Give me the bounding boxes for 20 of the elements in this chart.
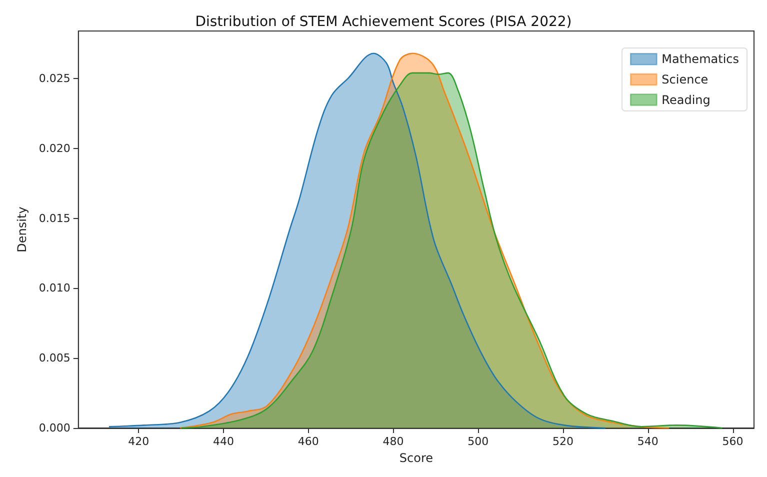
x-tick-label: 420 — [128, 435, 150, 448]
y-tick-label: 0.010 — [38, 282, 70, 295]
x-tick-label: 480 — [382, 435, 404, 448]
legend-label: Reading — [662, 92, 710, 107]
y-axis-title: Density — [15, 206, 29, 252]
legend-label: Science — [662, 72, 708, 86]
x-axis-title: Score — [399, 451, 433, 465]
x-tick-label: 440 — [213, 435, 234, 448]
legend-label: Mathematics — [662, 52, 740, 66]
x-tick-label: 500 — [468, 435, 489, 448]
x-tick-label: 560 — [722, 435, 744, 448]
y-tick-label: 0.000 — [38, 422, 70, 434]
y-tick-label: 0.020 — [38, 142, 70, 155]
y-tick-label: 0.025 — [38, 72, 70, 86]
x-tick-label: 520 — [552, 435, 574, 448]
y-tick-label: 0.005 — [38, 352, 70, 365]
x-tick-label: 460 — [298, 435, 319, 448]
y-tick-label: 0.015 — [38, 212, 70, 225]
x-tick-label: 540 — [637, 435, 658, 448]
chart-title: Distribution of STEM Achievement Scores (PISA 2022) — [195, 14, 572, 30]
